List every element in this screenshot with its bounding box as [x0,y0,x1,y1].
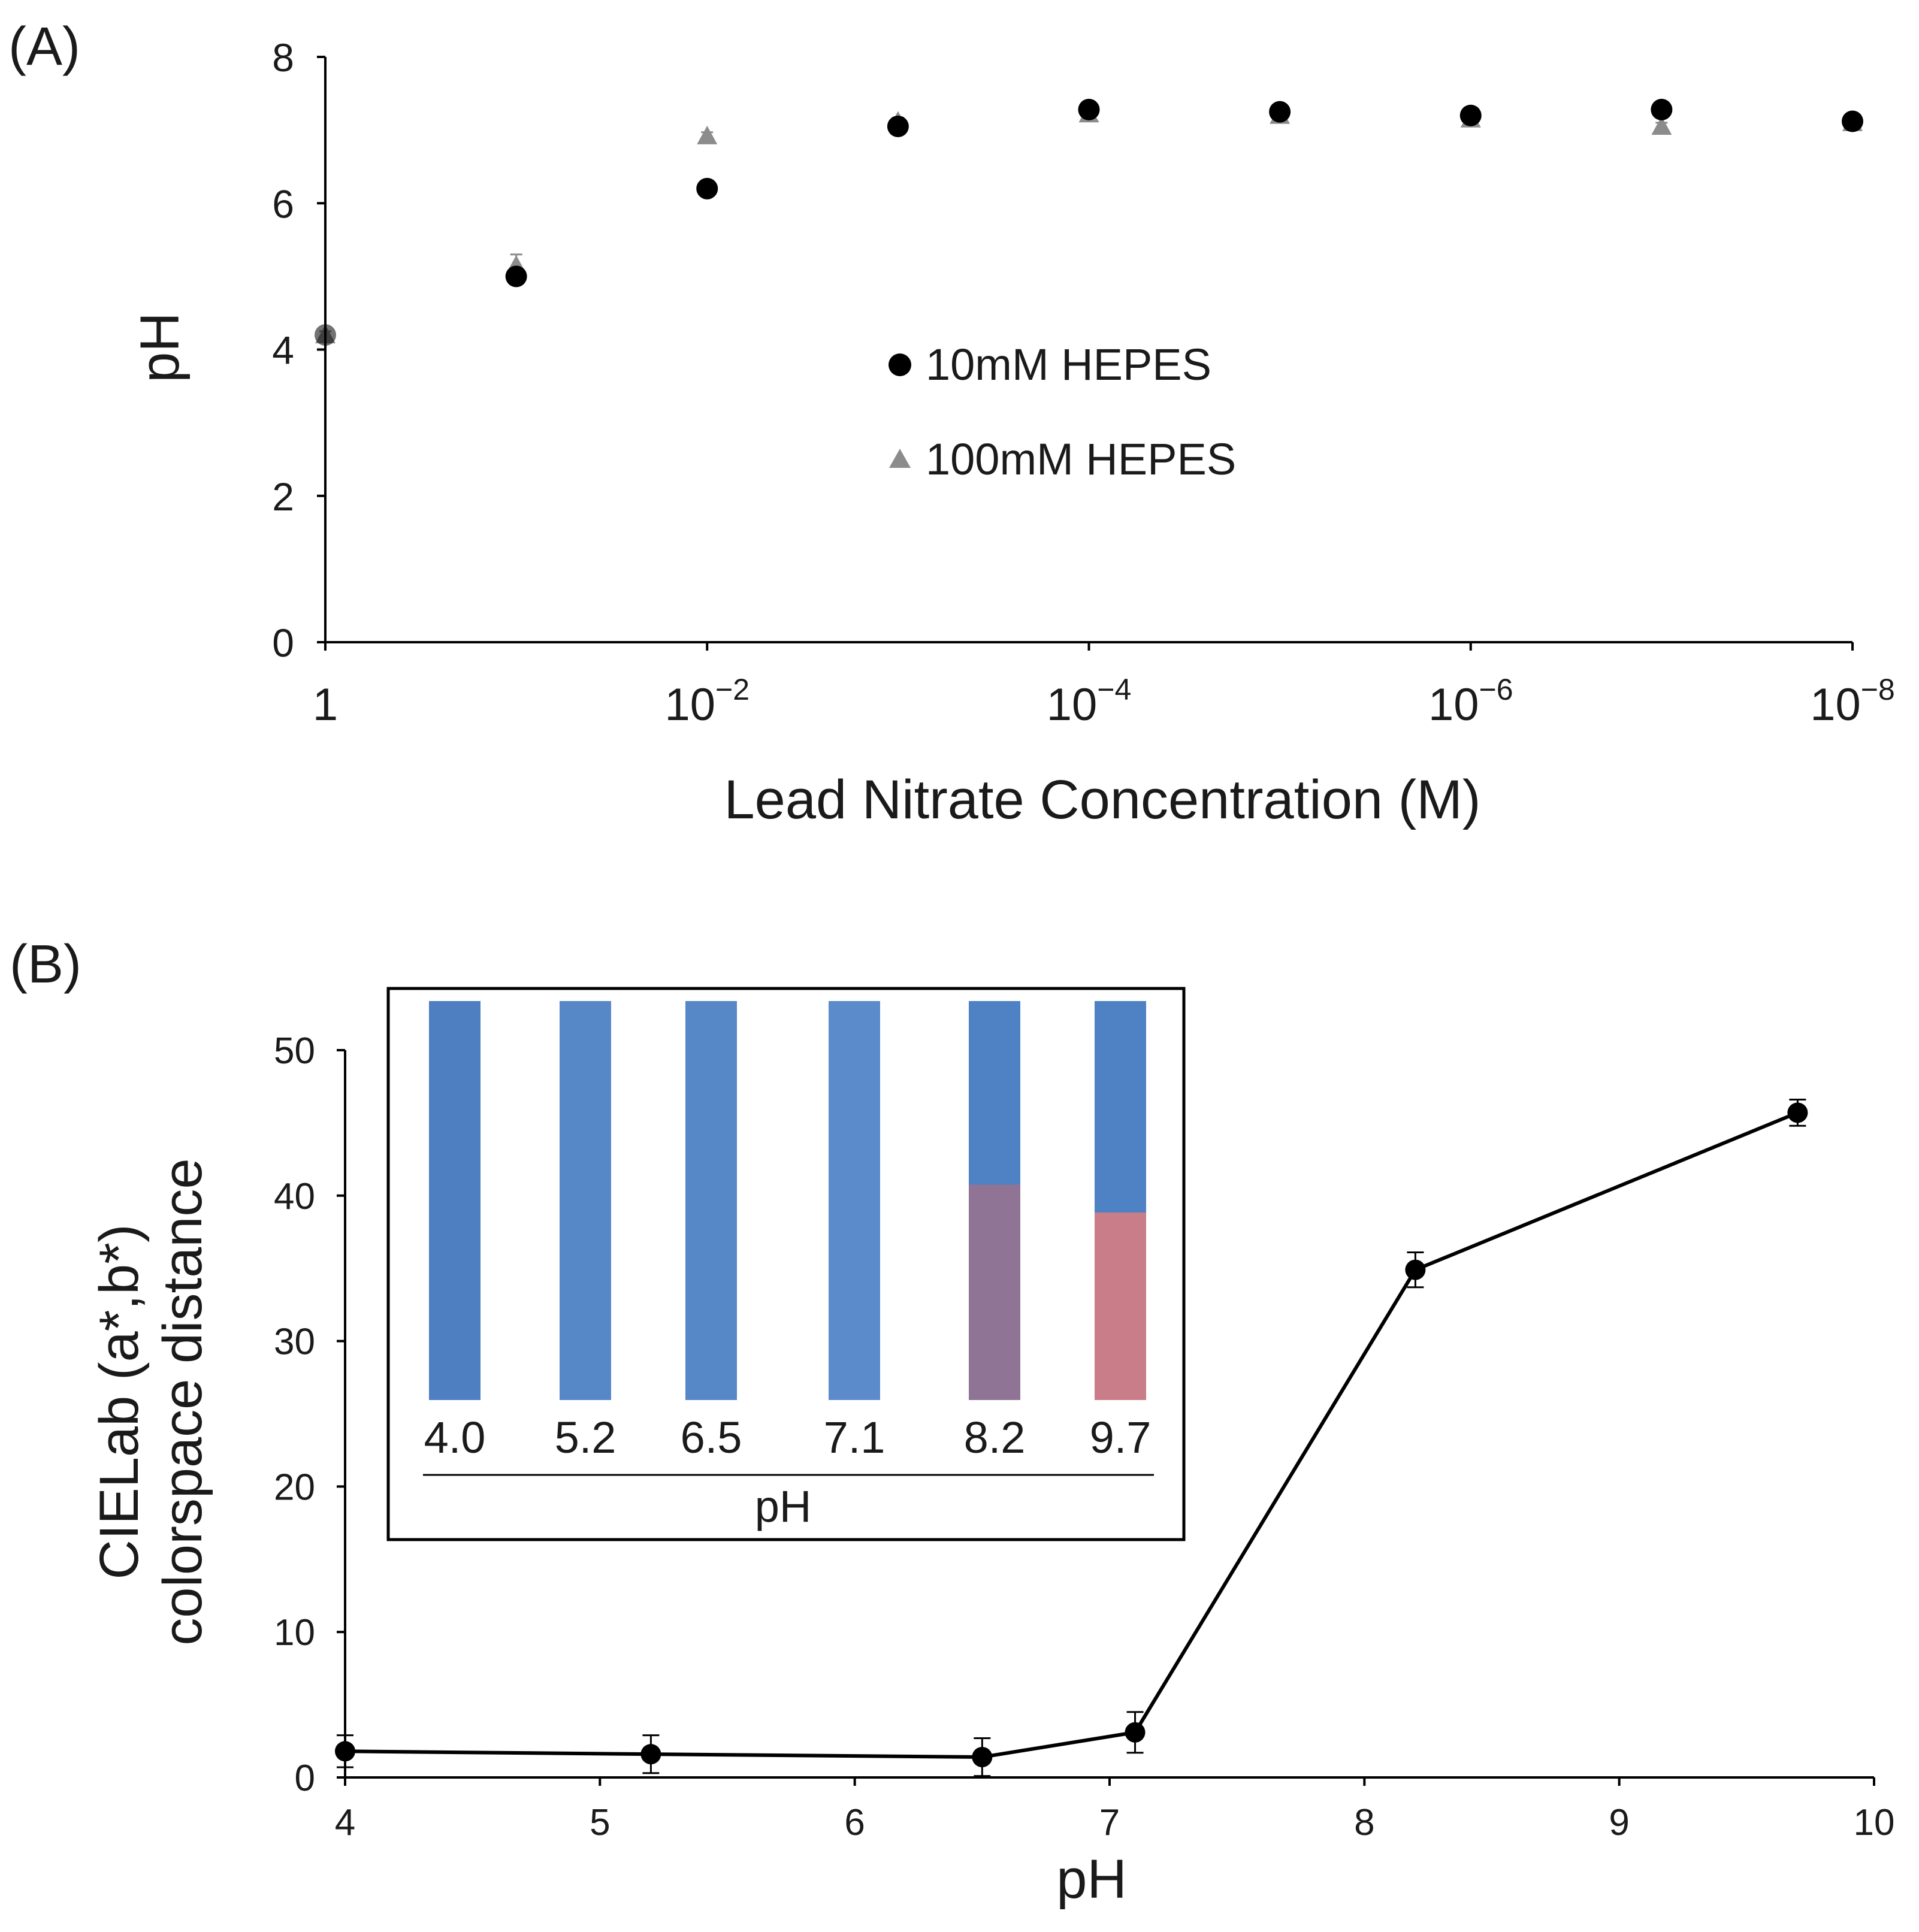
test-strip [429,1001,480,1400]
circle-marker [505,265,527,288]
data-point [1787,1102,1808,1123]
data-point [640,1744,661,1765]
y-tick-label: 8 [272,35,294,80]
y-tick-label: 10 [274,1612,315,1653]
panel-b-x-axis-title: pH [1056,1849,1127,1910]
triangle-marker [697,125,718,144]
panel-a-markers [315,98,1863,346]
y-tick-label: 2 [272,474,294,519]
legend-label-10mm: 10mM HEPES [926,340,1211,389]
panel-b-y-axis-title-line2: colorspace distance [152,1158,213,1645]
panel-a-x-axis: 1 10−2 10−4 10−6 10−8 [313,642,1895,730]
inset-strips: 4.0 5.2 6.5 7.1 8.2 9.7 [424,1001,1152,1462]
legend-label-100mm: 100mM HEPES [926,434,1236,484]
y-tick-label: 50 [274,1030,315,1072]
legend-triangle-marker [889,449,911,468]
panel-b-series [335,1099,1808,1777]
data-point [335,1741,355,1762]
circle-marker [1651,98,1673,120]
circle-marker [1459,104,1482,126]
y-tick-label: 6 [272,182,294,226]
x-tick-label: 7 [1099,1802,1120,1843]
x-tick-label: 8 [1354,1802,1374,1843]
strip-ph-label: 6.5 [681,1413,742,1462]
x-tick-exponent: −4 [1097,673,1131,706]
panel-b-y-axis: 0 10 20 30 40 50 [274,1030,345,1799]
data-point [1405,1259,1426,1280]
panel-a-y-axis: 0 2 4 6 8 [272,35,325,665]
strip-ph-label: 8.2 [964,1413,1026,1462]
x-tick-label: 10−6 [1428,673,1513,730]
x-tick-label: 10 [1854,1802,1895,1843]
legend-circle-marker [889,353,911,376]
panel-a-legend: 10mM HEPES 100mM HEPES [889,340,1236,484]
strip-ph-label: 4.0 [424,1413,486,1462]
y-tick-label: 20 [274,1467,315,1508]
series-line [344,1111,1799,1759]
y-tick-label: 4 [272,328,294,373]
panel-a: (A) 0 2 4 6 8 1 10−2 10−4 10−6 10−8 pH Lead Nitr… [8,17,1895,830]
x-tick-exponent: −2 [715,673,750,706]
panel-b-y-axis-title-line1: CIELab (a*,b*) [89,1224,150,1579]
y-tick-label: 0 [295,1758,315,1799]
x-tick-label: 10−8 [1810,673,1895,730]
x-tick-label: 1 [313,679,338,730]
strip-ph-label: 5.2 [555,1413,617,1462]
data-point [1125,1722,1146,1743]
circle-marker [1269,101,1291,123]
x-tick-label: 4 [335,1802,355,1843]
strip-ph-label: 9.7 [1090,1413,1152,1462]
y-tick-label: 40 [274,1176,315,1217]
test-strip [685,1001,737,1400]
x-tick-exponent: −8 [1861,673,1895,706]
panel-a-y-axis-title: pH [129,312,191,383]
circle-marker [1842,110,1863,132]
panel-b-x-axis: 4 5 6 7 8 9 10 [335,1777,1895,1843]
strip-ph-label: 7.1 [824,1413,886,1462]
data-point [972,1747,993,1768]
test-strip [829,1001,880,1400]
triangle-marker [1651,116,1672,135]
x-tick-label: 6 [844,1802,865,1843]
panel-a-label: (A) [8,17,80,77]
inset-frame [386,987,1186,1541]
y-tick-label: 30 [274,1322,315,1363]
x-tick-label: 9 [1609,1802,1629,1843]
circle-marker [696,177,718,199]
y-tick-label: 0 [272,621,294,665]
test-strip [560,1001,611,1400]
panel-a-x-axis-title: Lead Nitrate Concentration (M) [724,769,1480,830]
test-strip-reacted-zone [1095,1212,1146,1400]
circle-marker [1078,98,1100,120]
x-tick-label: 10−2 [664,673,750,730]
inset-axis-title: pH [755,1481,812,1531]
inset-strip-photo: 4.0 5.2 6.5 7.1 8.2 9.7 pH [386,987,1186,1541]
panel-b-label: (B) [10,935,81,994]
x-tick-exponent: −6 [1479,673,1513,706]
x-tick-label: 5 [590,1802,610,1843]
circle-marker [887,116,909,138]
x-tick-label: 10−4 [1047,673,1132,730]
test-strip-reacted-zone [969,1184,1020,1400]
panel-b: (B) 0 10 20 30 40 50 4 5 6 7 8 9 10 4.0 5.2 6.5 7.1 8.2… [10,935,1894,1910]
